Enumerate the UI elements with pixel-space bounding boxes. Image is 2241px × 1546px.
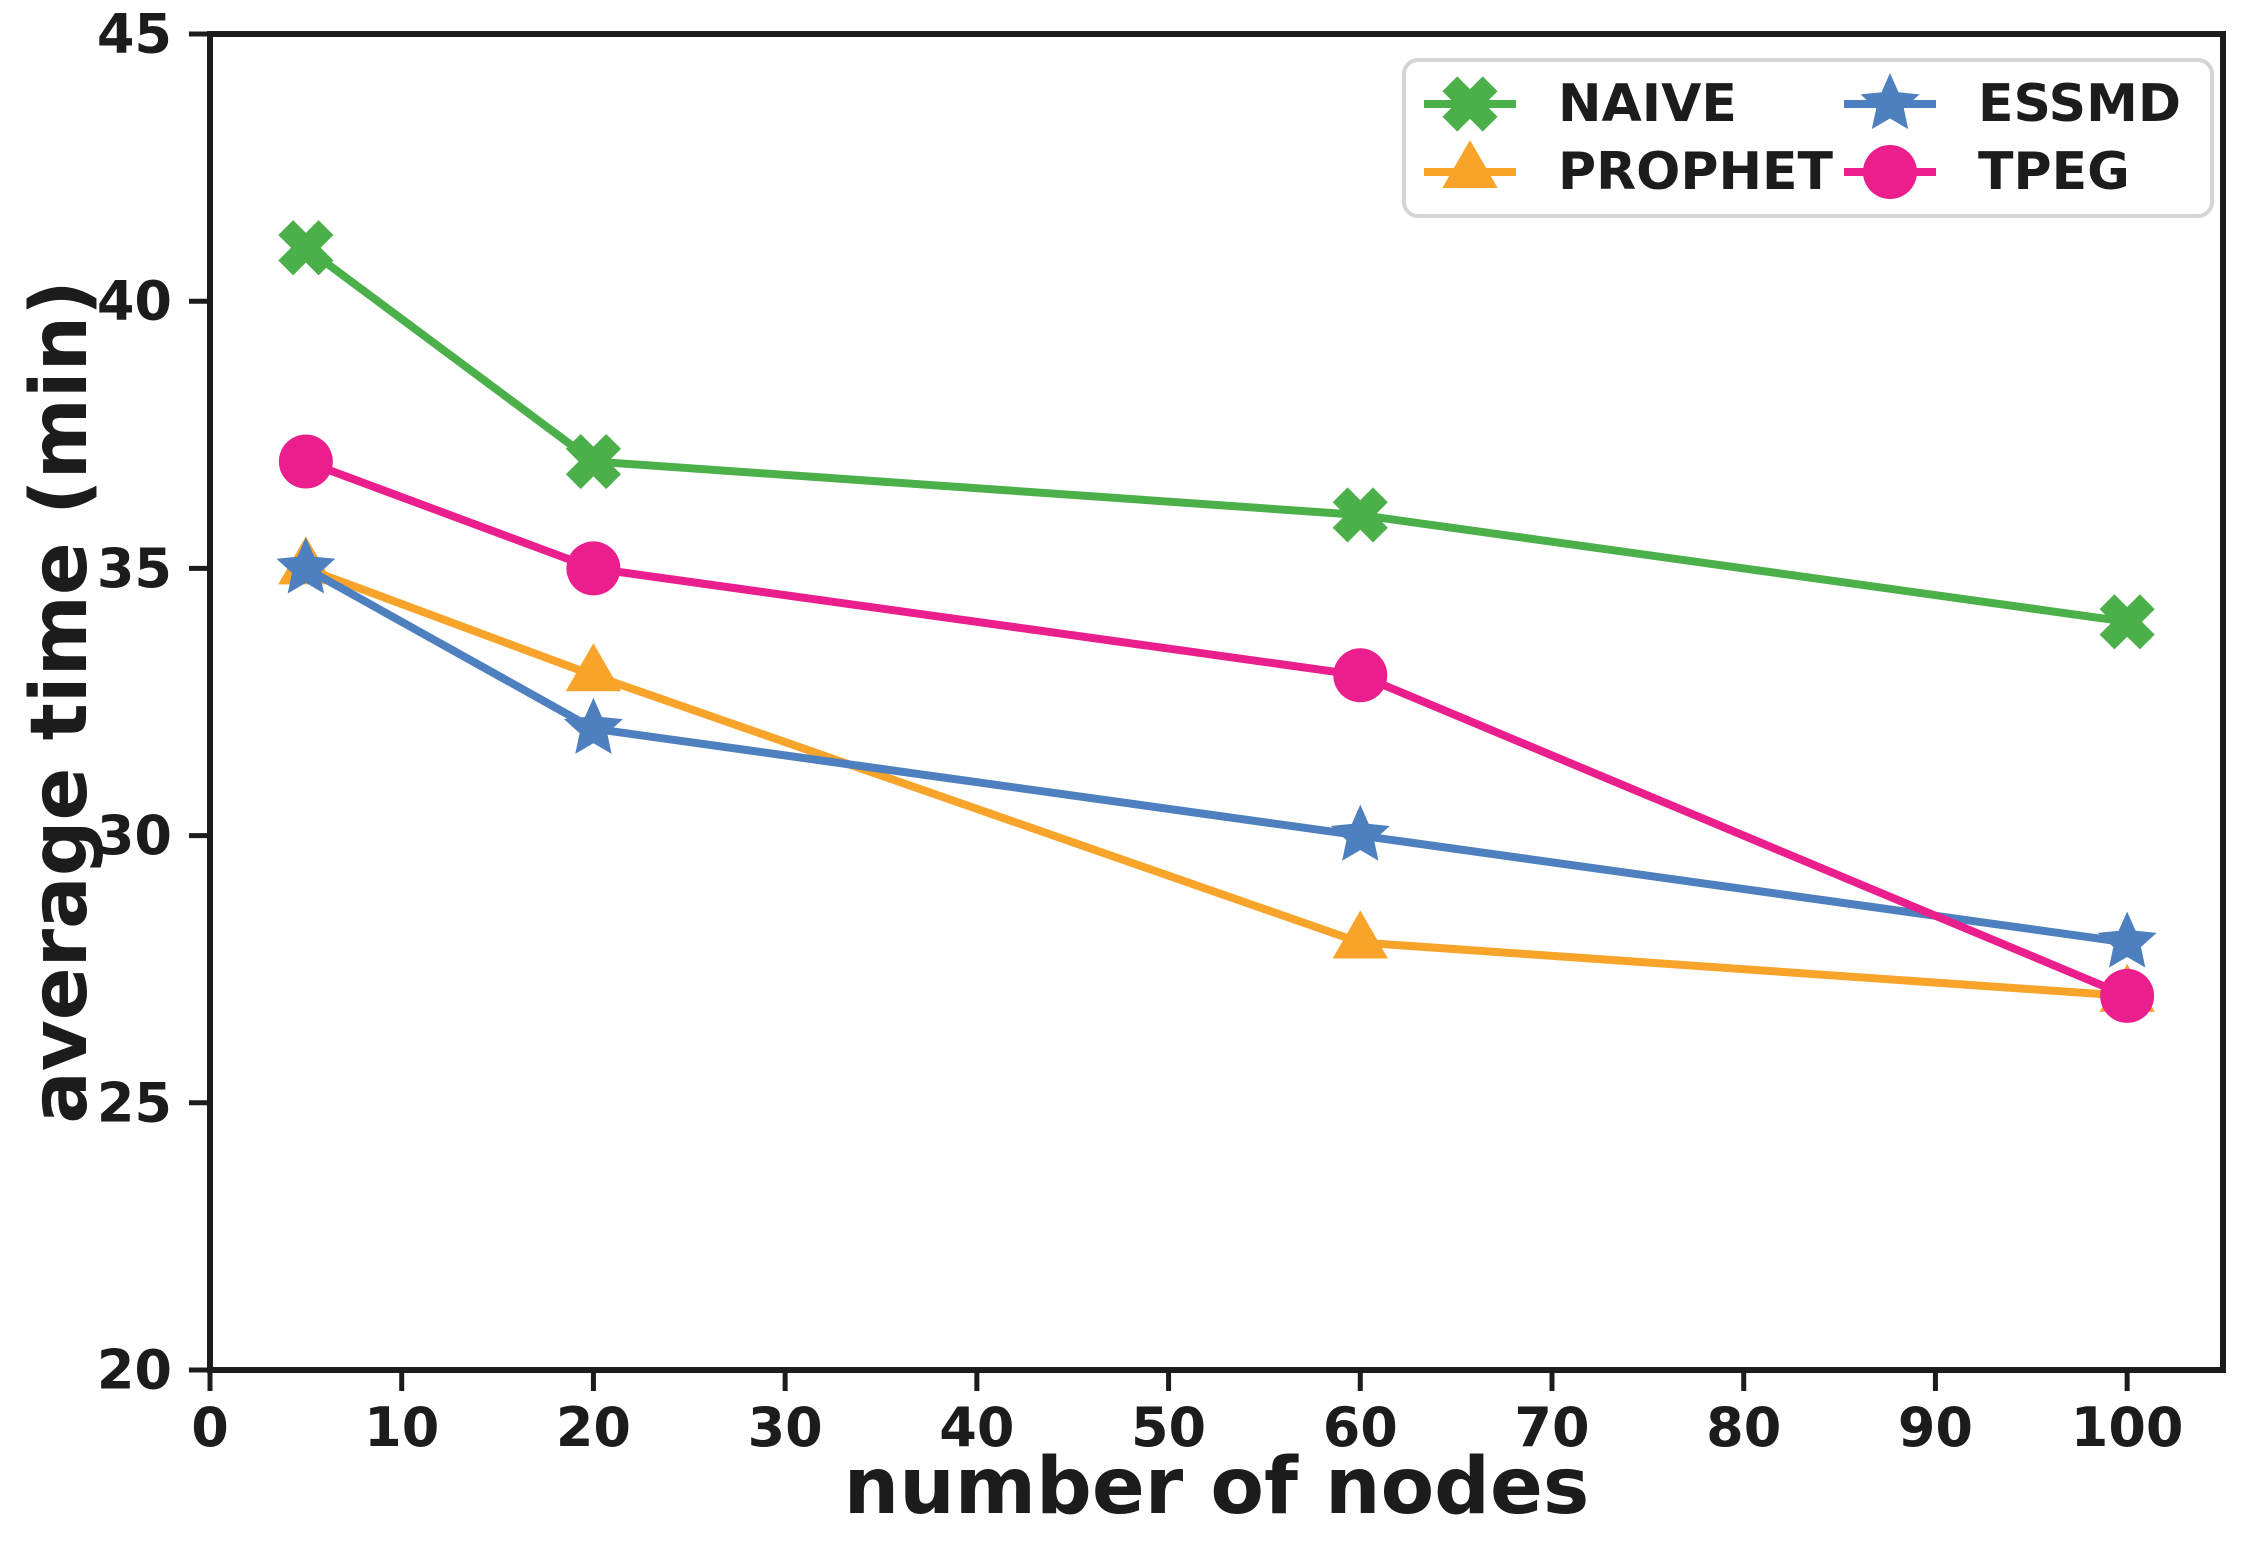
x-axis-label: number of nodes — [843, 1442, 1590, 1532]
legend-entry-essmd: ESSMD — [1844, 73, 2181, 134]
y-tick-label: 30 — [97, 804, 172, 867]
y-tick-label: 20 — [97, 1339, 172, 1402]
data-point-essmd-x60 — [1330, 804, 1390, 861]
legend: NAIVE PROPHET ESSMD TPEG — [1402, 58, 2214, 218]
series-line-essmd — [301, 564, 2132, 947]
legend-label-tpeg: TPEG — [1978, 142, 2130, 202]
x-tick-label: 20 — [556, 1396, 631, 1459]
data-point-tpeg-x60 — [1333, 648, 1388, 703]
series-line-tpeg — [301, 457, 2132, 1000]
legend-entry-naive: NAIVE — [1424, 74, 1737, 134]
data-point-naive-x60 — [1332, 487, 1388, 543]
series-tpeg — [278, 434, 2155, 1023]
series-line-naive — [301, 243, 2132, 626]
data-point-essmd-x20 — [563, 697, 623, 754]
x-tick-label: 30 — [748, 1396, 823, 1459]
y-axis: 20 25 30 35 40 45 — [97, 3, 207, 1402]
plot-spines — [207, 31, 2226, 1373]
x-tick-label: 10 — [364, 1396, 439, 1459]
data-point-tpeg-x5 — [278, 434, 333, 489]
series-prophet — [278, 536, 2155, 1012]
data-point-tpeg-x20 — [566, 541, 621, 596]
data-point-naive-x5 — [278, 220, 334, 276]
x-tick-label: 40 — [939, 1396, 1014, 1459]
series-essmd — [276, 537, 2157, 968]
x-tick-label: 70 — [1514, 1396, 1589, 1459]
legend-entry-tpeg: TPEG — [1844, 142, 2130, 202]
x-tick-label: 100 — [2071, 1396, 2184, 1459]
series-naive — [278, 220, 2155, 650]
legend-marker-essmd — [1860, 73, 1920, 130]
legend-marker-tpeg — [1863, 145, 1917, 199]
y-tick-label: 25 — [97, 1071, 172, 1134]
data-point-essmd-x100 — [2097, 911, 2157, 968]
legend-box — [1402, 58, 2214, 218]
data-point-essmd-x5 — [276, 537, 336, 594]
x-axis: 0 10 20 30 40 50 60 70 80 90 100 — [191, 1373, 2184, 1459]
legend-marker-prophet — [1442, 140, 1498, 188]
legend-label-prophet: PROPHET — [1558, 142, 1834, 202]
legend-label-naive: NAIVE — [1558, 74, 1737, 134]
y-tick-label: 45 — [97, 3, 172, 66]
x-tick-label: 90 — [1898, 1396, 1973, 1459]
y-tick-label: 35 — [97, 537, 172, 600]
data-point-prophet-x20 — [565, 643, 622, 692]
data-point-prophet-x60 — [1332, 910, 1388, 959]
x-tick-label: 0 — [191, 1396, 229, 1459]
x-tick-label: 50 — [1131, 1396, 1206, 1459]
y-axis-label: average time (min) — [15, 280, 106, 1124]
x-tick-label: 60 — [1323, 1396, 1398, 1459]
data-point-naive-x100 — [2099, 594, 2155, 650]
x-tick-label: 80 — [1706, 1396, 1781, 1459]
data-point-naive-x20 — [565, 433, 622, 490]
legend-entry-prophet: PROPHET — [1424, 140, 1834, 202]
y-tick-label: 40 — [97, 270, 172, 333]
legend-marker-naive — [1442, 76, 1498, 132]
data-point-tpeg-x100 — [2100, 968, 2155, 1023]
legend-label-essmd: ESSMD — [1978, 74, 2181, 134]
series-line-prophet — [301, 564, 2132, 1000]
